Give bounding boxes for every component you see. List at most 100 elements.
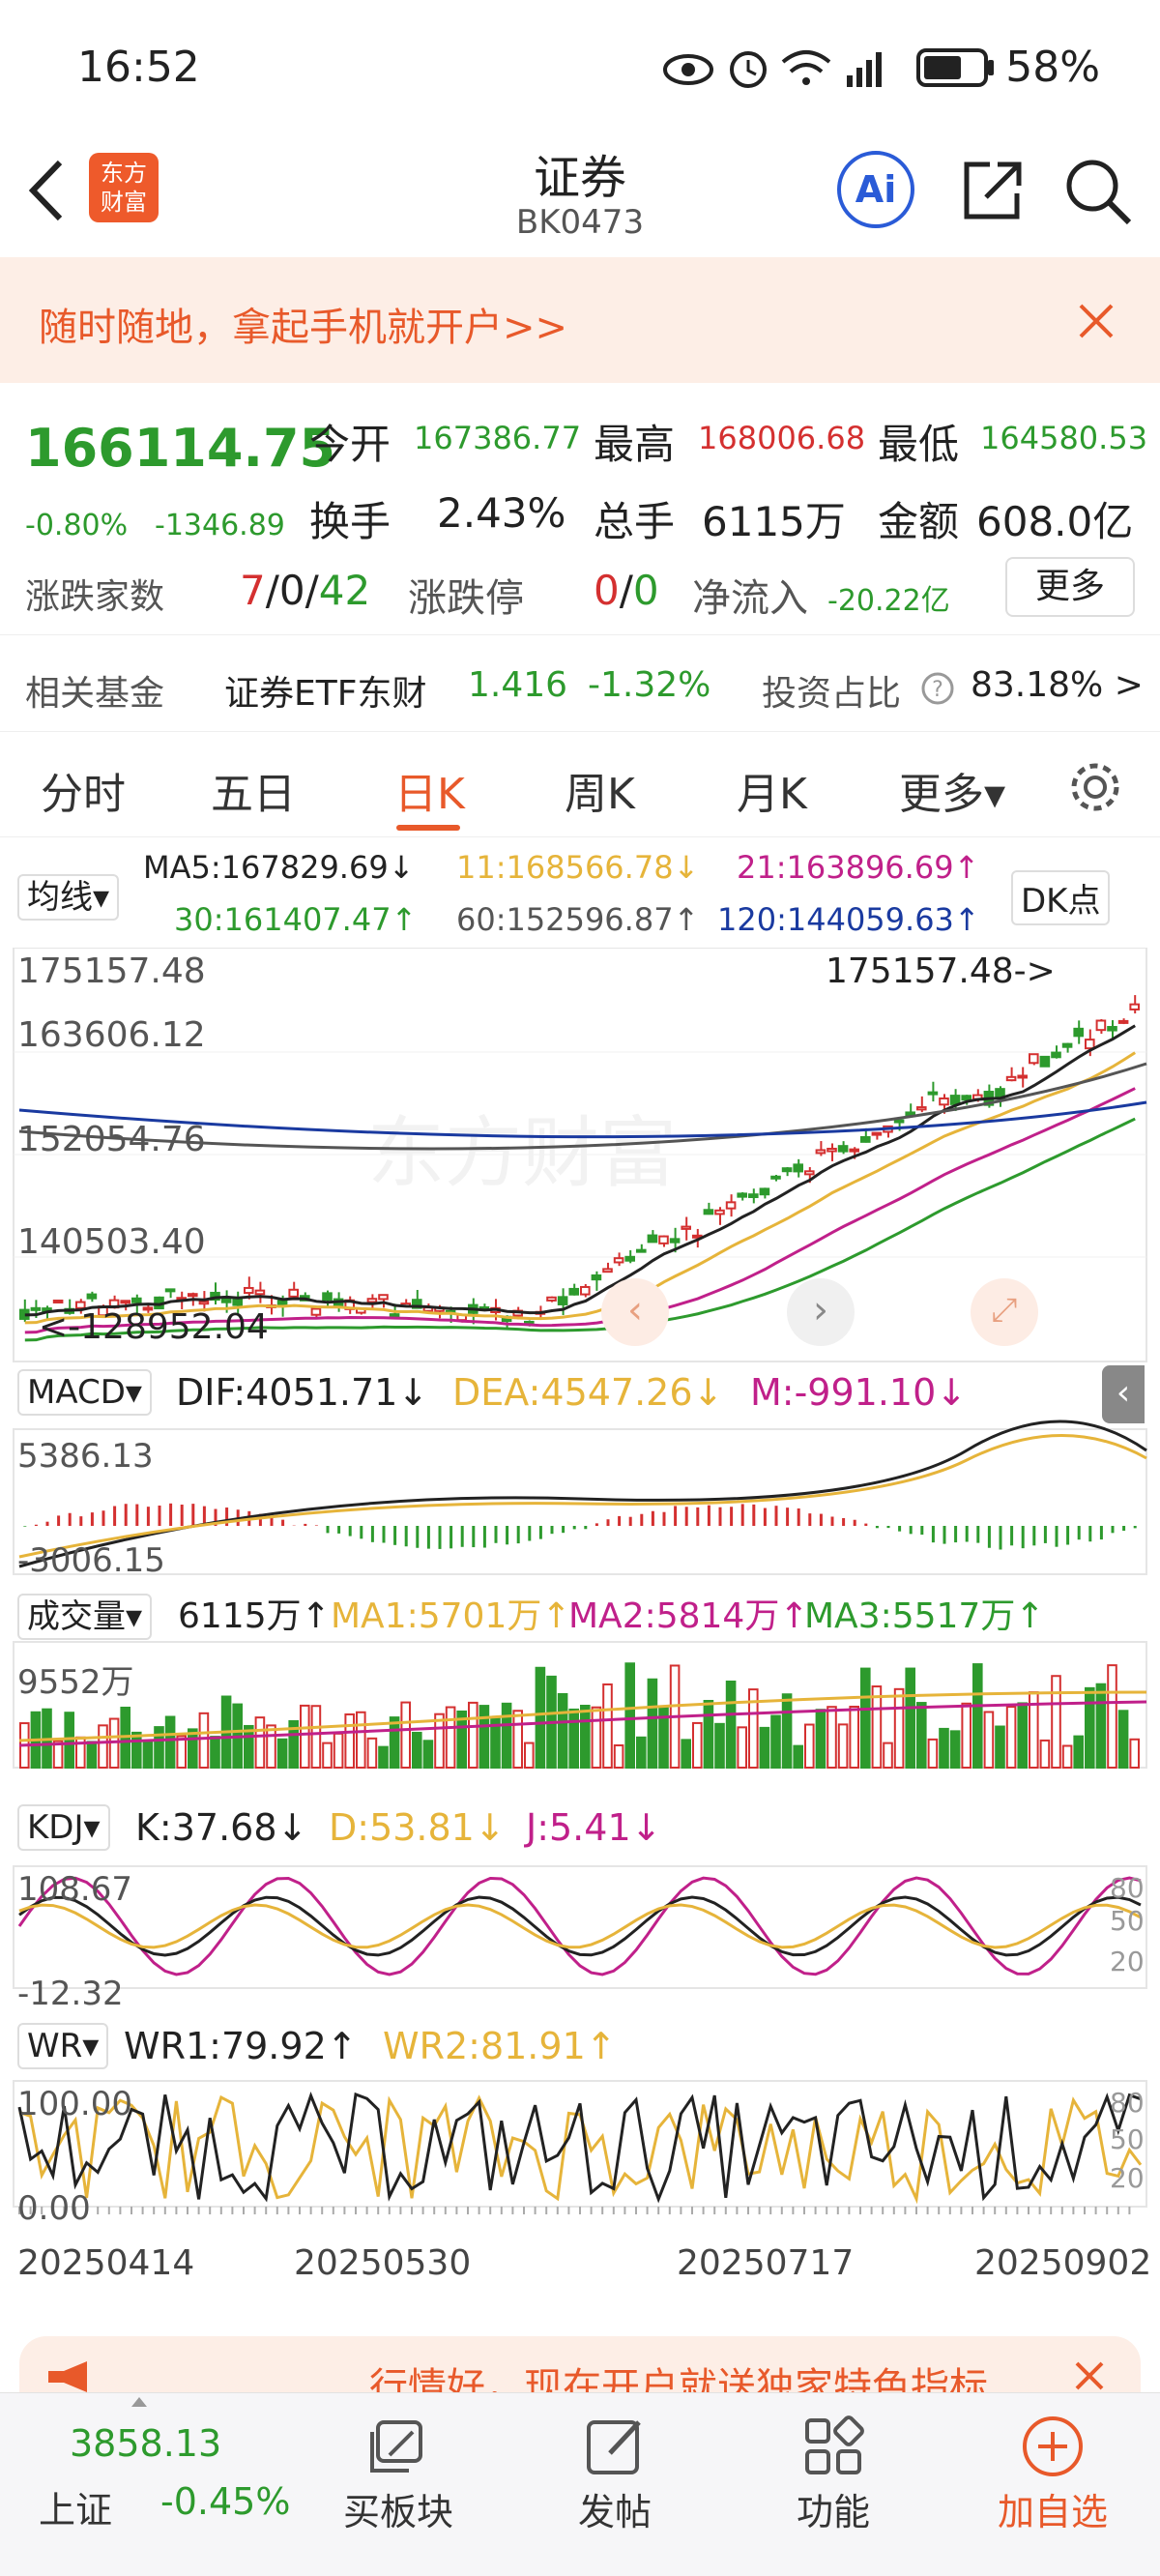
ai-button[interactable]: Ai (837, 151, 914, 228)
candle (288, 1281, 299, 1299)
volume-bar (366, 1737, 378, 1769)
wr-50: 50 (1110, 2123, 1145, 2155)
candle (658, 1235, 669, 1247)
volume-bar (972, 1663, 983, 1770)
tab-intraday[interactable]: 分时 (41, 770, 126, 819)
tab-5day[interactable]: 五日 (211, 770, 296, 819)
kline-y-3: 152054.76 (17, 1120, 206, 1159)
tab-weekly-k[interactable]: 周K (565, 770, 635, 819)
change-percent: -0.80% (25, 509, 129, 542)
ratio-label: 投资占比 (762, 674, 902, 714)
collapse-button[interactable]: ‹ (1102, 1365, 1145, 1423)
ratio-value[interactable]: 83.18% > (971, 665, 1144, 705)
kdj-j: J:5.41↓ (526, 1806, 662, 1849)
ma30-value: 30:161407.47↑ (174, 901, 418, 938)
buy-sector-icon (370, 2420, 422, 2473)
amount-value: 608.0亿 (976, 498, 1134, 545)
volume-bar (52, 1740, 64, 1769)
wifi-icon (781, 50, 831, 85)
index-change[interactable]: -0.45% (160, 2480, 291, 2523)
close-icon[interactable] (1077, 302, 1116, 340)
volume-bar (322, 1742, 333, 1769)
fullscreen-button[interactable]: ⤢ (971, 1278, 1038, 1346)
candle (344, 1296, 355, 1314)
volume-bar (737, 1726, 748, 1770)
last-price: 166114.75 (25, 418, 336, 479)
more-button[interactable]: 更多 (1005, 557, 1135, 617)
kdj-d: D:53.81↓ (329, 1806, 506, 1849)
volume-label: 总手 (594, 498, 676, 545)
volume-bar (815, 1709, 826, 1770)
volume-bar (164, 1715, 176, 1770)
volume-bar (883, 1742, 893, 1769)
macd-selector[interactable]: MACD▾ (17, 1369, 152, 1416)
volume-current: 6115万↑ (178, 1596, 331, 1636)
fund-name[interactable]: 证券ETF东财 (224, 674, 427, 714)
kdj-d (18, 1903, 1142, 1949)
expand-arrow-icon[interactable] (131, 2397, 147, 2407)
candle (793, 1158, 804, 1178)
search-icon[interactable] (1061, 155, 1135, 228)
back-icon[interactable] (23, 155, 72, 226)
limit-counts: 0/0 (594, 567, 659, 614)
function-button[interactable]: 功能 (775, 2413, 891, 2535)
ma-selector[interactable]: 均线▾ (17, 870, 120, 921)
candle (725, 1194, 737, 1217)
help-icon[interactable]: ? (920, 671, 955, 706)
volume-bar (748, 1688, 759, 1769)
date-label: 20250530 (294, 2243, 472, 2283)
volume-bar (949, 1730, 961, 1770)
close-icon[interactable] (1073, 2359, 1106, 2392)
candle (1117, 1018, 1129, 1025)
candle (546, 1296, 557, 1303)
open-account-banner[interactable]: 随时随地，拿起手机就开户>> (0, 257, 1160, 383)
volume-bar (244, 1724, 254, 1770)
tab-daily-k[interactable]: 日K (394, 770, 465, 819)
low-label: 最低 (878, 421, 960, 468)
tab-more[interactable]: 更多▾ (899, 770, 1006, 819)
candle (322, 1290, 333, 1308)
candle (636, 1244, 647, 1253)
volume-bar (300, 1704, 310, 1770)
scroll-left-button[interactable]: ‹ (601, 1278, 669, 1346)
volume-bar (568, 1708, 580, 1769)
kdj-selector[interactable]: KDJ▾ (17, 1804, 110, 1851)
promo-bar[interactable]: 行情好，现在开户就送独家特色指标 (19, 2336, 1141, 2392)
share-icon[interactable] (957, 155, 1027, 224)
wr-selector[interactable]: WR▾ (17, 2023, 109, 2069)
index-value[interactable]: 3858.13 (70, 2422, 222, 2465)
post-button[interactable]: 发帖 (557, 2413, 673, 2535)
candle (366, 1294, 378, 1308)
index-name[interactable]: 上证 (39, 2489, 113, 2532)
volume-bar (1129, 1738, 1141, 1769)
kline-y-max: 175157.48 (17, 951, 206, 991)
candle (916, 1096, 927, 1113)
candle (1061, 1042, 1073, 1053)
volume-bar (781, 1693, 793, 1769)
kline-chart-area[interactable]: 东方财富 (0, 948, 1160, 2321)
fund-label: 相关基金 (25, 674, 165, 714)
ma60-line (18, 1062, 1147, 1151)
candle (647, 1230, 658, 1244)
add-watchlist-button[interactable]: 加自选 (990, 2413, 1116, 2535)
volume-bar (468, 1701, 478, 1769)
buy-sector-button[interactable]: 买板块 (340, 2413, 456, 2535)
candle (837, 1141, 849, 1155)
volume-bar (400, 1701, 411, 1769)
wr1-line (17, 2092, 1142, 2204)
ma60-value: 60:152596.87↑ (456, 901, 700, 938)
tab-monthly-k[interactable]: 月K (737, 770, 807, 819)
kdj-y-bottom: -12.32 (17, 1975, 124, 2013)
volume-bar (995, 1725, 1005, 1770)
volume-selector[interactable]: 成交量▾ (17, 1590, 153, 1640)
candle (254, 1281, 266, 1303)
volume-bar (916, 1702, 927, 1770)
buy-sector-label: 买板块 (342, 2491, 453, 2533)
status-icons (663, 50, 882, 88)
gear-icon[interactable] (1067, 759, 1123, 815)
fund-change: -1.32% (588, 665, 711, 705)
watermark: 东方财富 (367, 1108, 677, 1198)
dk-button[interactable]: DK点 (1011, 870, 1111, 925)
candle (624, 1249, 636, 1264)
scroll-right-button[interactable]: › (787, 1278, 855, 1346)
